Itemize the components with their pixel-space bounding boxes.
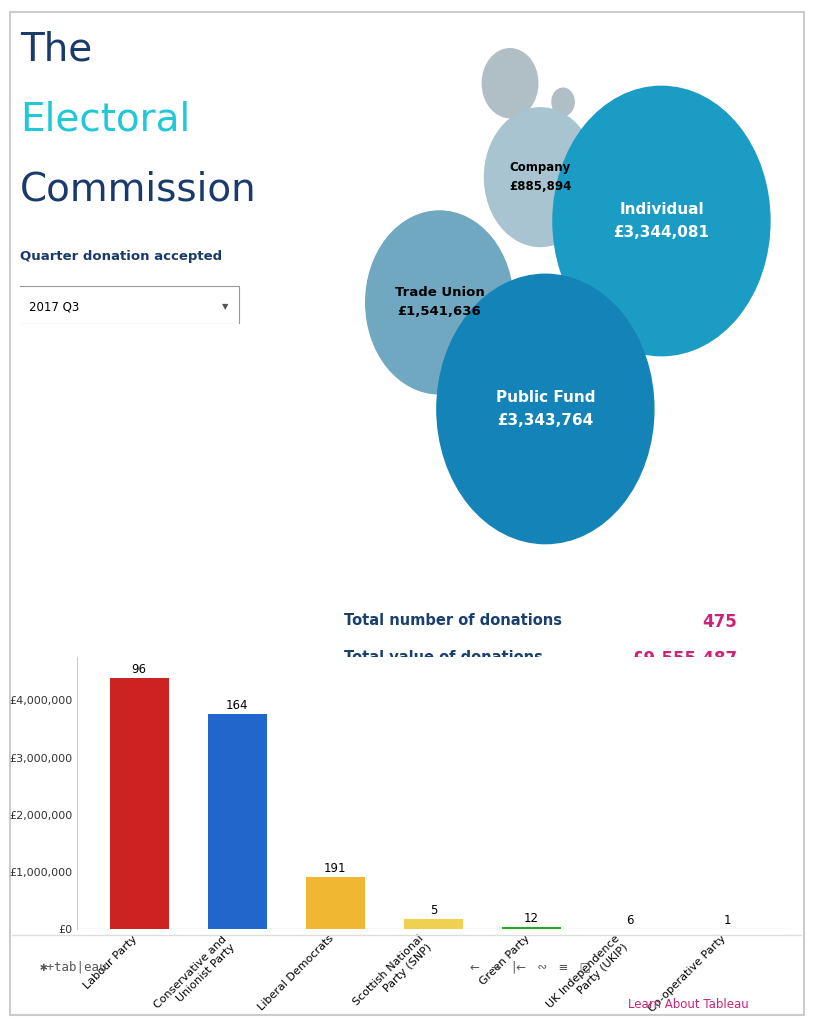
Circle shape [482, 48, 538, 118]
Text: Quarter donation accepted: Quarter donation accepted [20, 251, 222, 263]
Bar [110, 678, 168, 929]
Text: £9,555,487: £9,555,487 [632, 650, 737, 669]
Bar [502, 926, 561, 929]
Circle shape [484, 108, 596, 246]
Text: 164: 164 [226, 698, 248, 712]
Text: Public Fund
£3,343,764: Public Fund £3,343,764 [496, 390, 595, 427]
Text: The: The [20, 31, 93, 69]
Text: 475: 475 [702, 613, 737, 632]
Circle shape [553, 86, 770, 355]
Circle shape [365, 211, 513, 394]
Circle shape [437, 274, 654, 543]
Text: Total number of donations: Total number of donations [344, 613, 562, 629]
FancyBboxPatch shape [10, 12, 804, 1015]
FancyBboxPatch shape [18, 286, 239, 325]
Y-axis label: Value £.: Value £. [0, 769, 4, 817]
Text: Electoral: Electoral [20, 101, 190, 139]
Text: 1: 1 [724, 914, 732, 927]
Text: 191: 191 [324, 862, 347, 875]
Text: Commission: Commission [20, 170, 257, 208]
Text: 96: 96 [132, 663, 147, 676]
Text: Total value of donations: Total value of donations [344, 650, 542, 665]
Text: 12: 12 [524, 912, 539, 925]
Text: 2017 Q3: 2017 Q3 [28, 300, 79, 313]
Text: Trade Union
£1,541,636: Trade Union £1,541,636 [395, 287, 484, 318]
Text: ▼: ▼ [222, 302, 229, 311]
Text: 6: 6 [626, 914, 633, 926]
Bar [208, 714, 267, 929]
Text: Learn About Tableau: Learn About Tableau [628, 998, 749, 1012]
Circle shape [552, 88, 574, 116]
Text: Company
£885,894: Company £885,894 [509, 161, 571, 193]
Bar [404, 918, 463, 929]
Bar [306, 877, 365, 929]
Text: 5: 5 [430, 904, 437, 916]
Text: ←   →   |←   ∾   ≡   □: ← → |← ∾ ≡ □ [470, 960, 591, 974]
Text: Individual
£3,344,081: Individual £3,344,081 [614, 202, 710, 239]
Text: ✱+tab|eau: ✱+tab|eau [40, 960, 107, 974]
